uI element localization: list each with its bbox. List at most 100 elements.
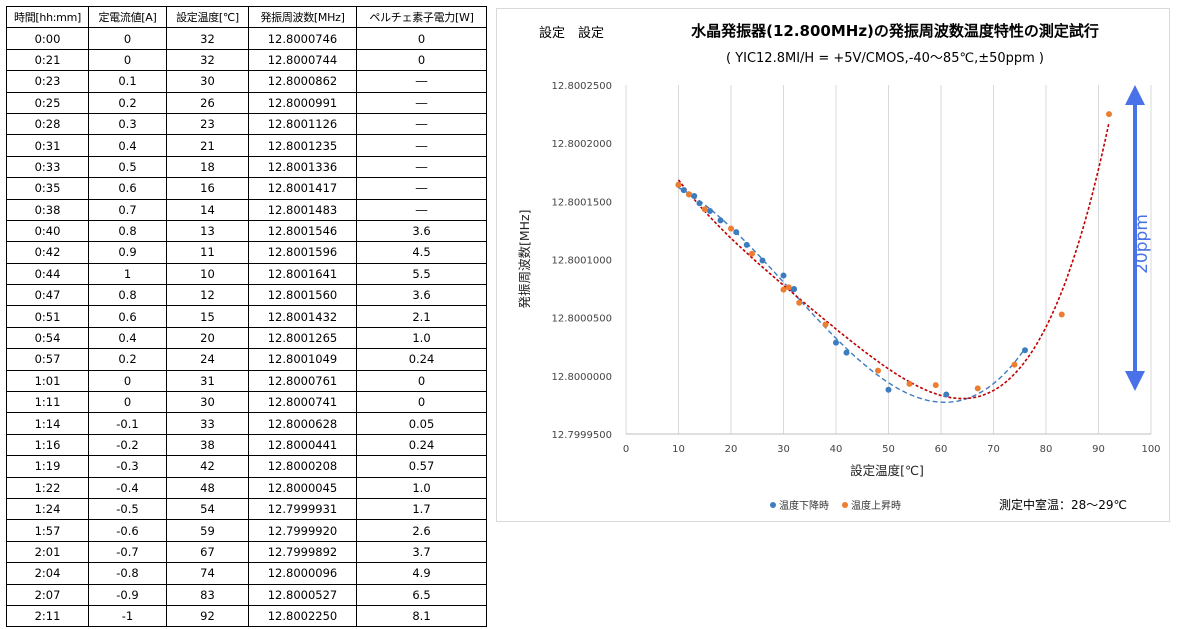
table-cell: 12.8001546	[248, 219, 357, 243]
table-cell: 0	[356, 48, 487, 72]
table-cell: 16	[166, 177, 249, 200]
table-cell: 0:42	[6, 241, 89, 264]
table-cell: 0.24	[356, 433, 487, 457]
table-cell: 32	[166, 27, 249, 50]
column-header: 設定温度[℃]	[166, 5, 249, 29]
data-point	[696, 200, 703, 207]
table-row: 0:42 0.9 11 12.8001596 4.5	[6, 241, 487, 264]
data-point	[843, 349, 850, 356]
data-point	[943, 391, 950, 398]
table-cell: ―	[356, 70, 487, 93]
table-cell: 0.5	[88, 155, 167, 179]
table-cell: 0	[88, 48, 167, 72]
table-cell: 32	[166, 48, 249, 72]
x-tick-label: 70	[987, 444, 1000, 455]
table-cell: -0.1	[88, 412, 167, 435]
table-cell: -0.4	[88, 476, 167, 499]
table-cell: 0:00	[6, 27, 89, 50]
table-cell: 12.8001641	[248, 262, 357, 286]
table-cell: 1:24	[6, 497, 89, 521]
table-cell: 12.7999892	[248, 540, 357, 564]
table-cell: 12.8000527	[248, 583, 357, 606]
table-cell: 12.8000045	[248, 476, 357, 499]
table-cell: ―	[356, 91, 487, 114]
table-row: 0:23 0.1 30 12.8000862 ―	[6, 70, 487, 93]
table-cell: 12.8001417	[248, 177, 357, 200]
table-row: 2:11 -1 92 12.8002250 8.1	[6, 604, 487, 628]
table-cell: -0.3	[88, 455, 167, 478]
table-row: 0:40 0.8 13 12.8001546 3.6	[6, 219, 487, 243]
data-point	[785, 284, 792, 291]
data-point	[822, 321, 829, 328]
range-arrow-head-top	[1125, 85, 1145, 105]
table-cell: 0.24	[356, 348, 487, 371]
table-cell: 31	[166, 369, 249, 393]
table-cell: 12.7999920	[248, 519, 357, 542]
table-cell: 12.8001432	[248, 305, 357, 328]
table-cell: 1:22	[6, 476, 89, 499]
legend-label: 温度下降時	[779, 499, 829, 512]
table-cell: 1:11	[6, 391, 89, 414]
data-point	[728, 225, 734, 232]
table-cell: 14	[166, 198, 249, 221]
range-arrow	[1125, 85, 1145, 391]
legend-marker	[842, 502, 848, 508]
data-point	[701, 206, 708, 213]
table-row: 0:47 0.8 12 12.8001560 3.6	[6, 284, 487, 307]
data-point	[791, 286, 797, 293]
table-cell: 12.8000744	[248, 48, 357, 72]
data-point	[906, 380, 913, 387]
range-arrow-head-bottom	[1125, 371, 1145, 391]
table-cell: 15	[166, 305, 249, 328]
data-point	[796, 299, 803, 306]
table-cell: 30	[166, 70, 249, 93]
data-point	[932, 382, 939, 389]
table-cell: 33	[166, 412, 249, 435]
table-cell: 24	[166, 348, 249, 371]
table-cell: 0.6	[88, 177, 167, 200]
table-cell: 0:33	[6, 155, 89, 179]
table-cell: 6.5	[356, 583, 487, 606]
chart-gridlines	[625, 85, 1152, 435]
table-cell: 0	[356, 391, 487, 414]
table-cell: 12.8000991	[248, 91, 357, 114]
data-point	[733, 229, 740, 236]
x-tick-label: 30	[777, 444, 790, 455]
table-cell: 12.7999931	[248, 497, 357, 521]
x-tick-label: 100	[1141, 444, 1160, 455]
table-cell: 2:01	[6, 540, 89, 564]
data-point	[1058, 311, 1065, 318]
table-cell: 12.8001596	[248, 241, 357, 264]
table-cell: 5.5	[356, 262, 487, 286]
table-cell: -0.2	[88, 433, 167, 457]
data-point	[974, 385, 981, 392]
data-point	[875, 367, 881, 374]
table-row: 0:44 1 10 12.8001641 5.5	[6, 262, 487, 286]
table-cell: 8.1	[356, 604, 487, 628]
table-cell: 1:19	[6, 455, 89, 478]
table-cell: 0.4	[88, 134, 167, 157]
table-row: 2:01 -0.7 67 12.7999892 3.7	[6, 540, 487, 564]
table-cell: 1	[88, 262, 167, 286]
table-row: 0:21 0 32 12.8000744 0	[6, 48, 487, 72]
data-point	[1011, 361, 1018, 368]
table-cell: 18	[166, 155, 249, 179]
chart-subtitle: ( YIC12.8MI/H = +5V/CMOS,-40～85℃,±50ppm …	[726, 51, 1044, 66]
table-row: 0:25 0.2 26 12.8000991 ―	[6, 91, 487, 114]
x-tick-label: 40	[830, 444, 843, 455]
table-cell: 59	[166, 519, 249, 542]
table-cell: 12.8001049	[248, 348, 357, 371]
legend-label: 温度上昇時	[851, 499, 901, 512]
data-point	[780, 272, 787, 279]
table-cell: 3.7	[356, 540, 487, 564]
data-point	[759, 257, 766, 264]
chart-points	[675, 111, 1112, 398]
table-cell: 20	[166, 326, 249, 350]
table-cell: -0.8	[88, 562, 167, 585]
y-axis-label: 発振周波数[MHz]	[517, 210, 532, 309]
table-cell: 0:25	[6, 91, 89, 114]
chart-ticks: 0 10 20 30 40 50 60 70 80 90 100 12.7999500 12.80000…	[552, 81, 1161, 455]
data-point	[686, 191, 692, 198]
chart-legend: 温度下降時 温度上昇時	[770, 499, 901, 512]
table-row: 0:28 0.3 23 12.8001126 ―	[6, 112, 487, 136]
